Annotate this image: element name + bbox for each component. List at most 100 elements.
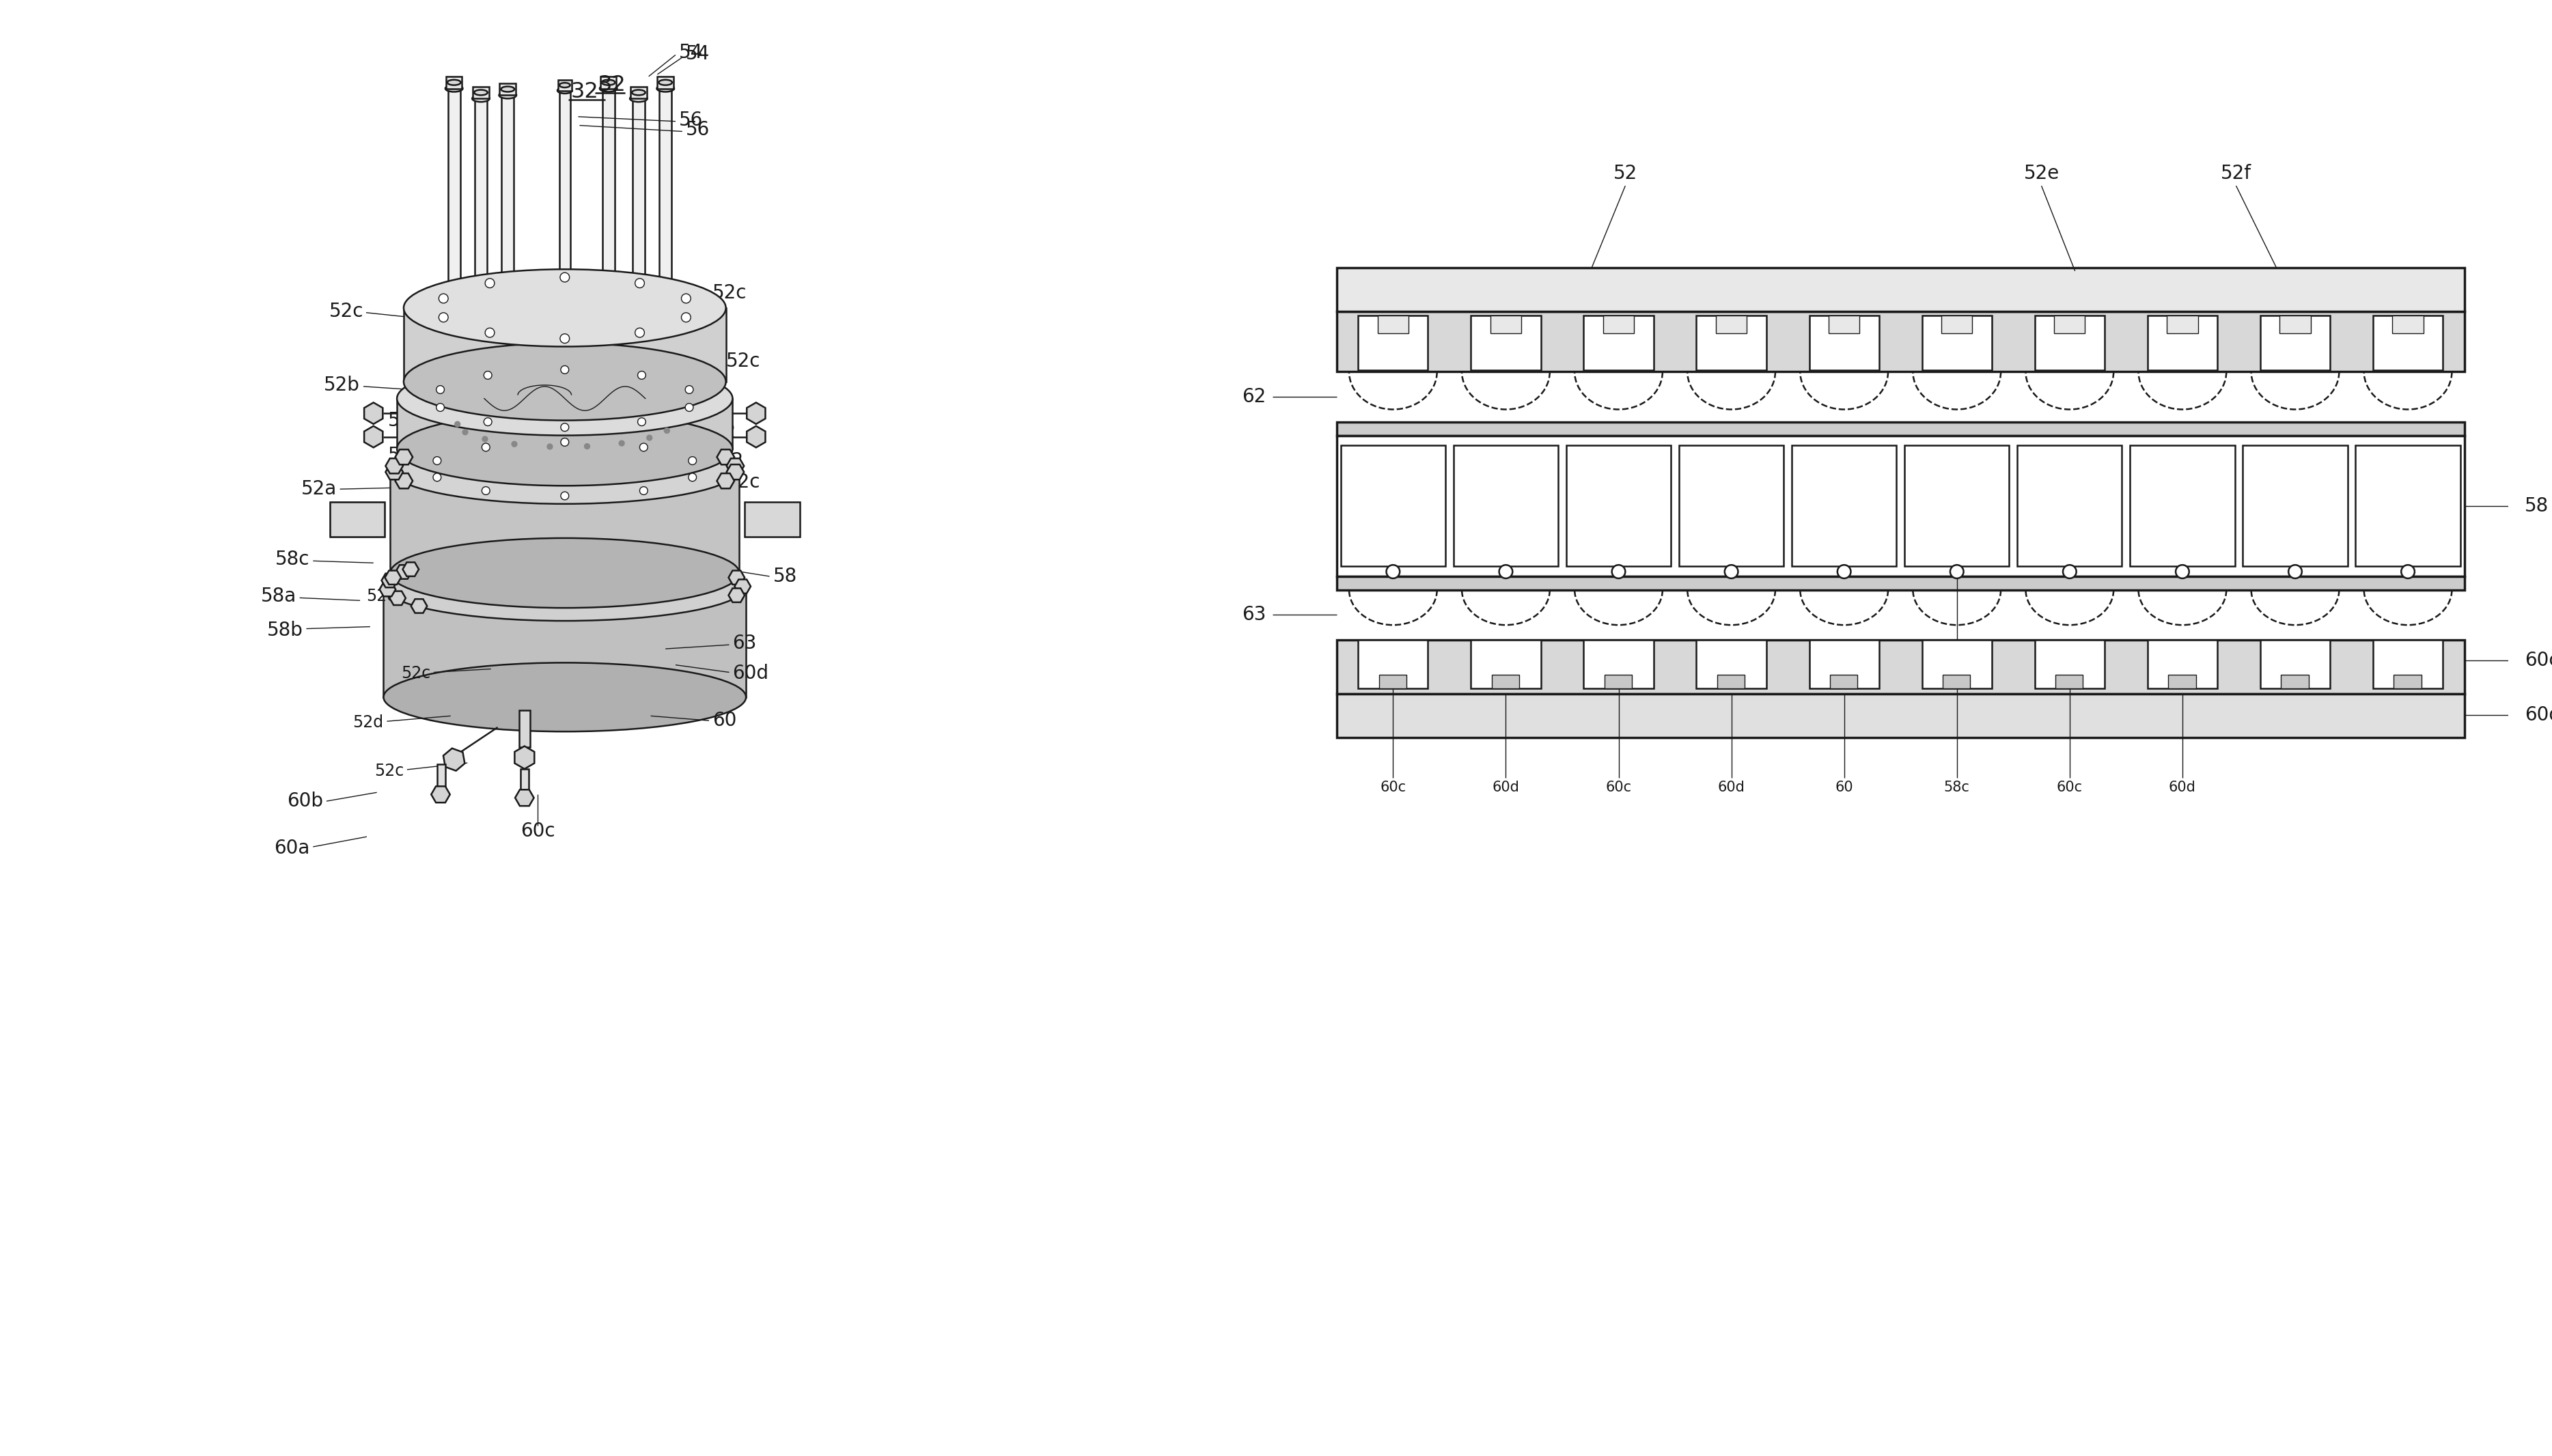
Bar: [745, 502, 799, 537]
Text: 52d: 52d: [388, 411, 424, 430]
Bar: [1378, 676, 1406, 689]
Ellipse shape: [403, 269, 725, 347]
Text: 8: 8: [2065, 498, 2075, 514]
Circle shape: [434, 473, 441, 482]
Circle shape: [620, 441, 625, 446]
Text: 54: 54: [686, 45, 709, 64]
Bar: [1942, 316, 1973, 333]
Text: 3: 3: [1501, 498, 1511, 514]
Text: 58: 58: [2524, 496, 2549, 515]
Polygon shape: [385, 571, 401, 584]
Bar: [1337, 693, 2465, 737]
Bar: [2034, 641, 2105, 689]
Circle shape: [485, 371, 493, 379]
Bar: [2167, 316, 2197, 333]
Circle shape: [561, 492, 569, 499]
Text: 60c: 60c: [2524, 651, 2552, 670]
Ellipse shape: [633, 90, 646, 95]
Text: 52e: 52e: [2024, 165, 2059, 183]
Text: 60c: 60c: [521, 821, 556, 842]
Bar: [1717, 676, 1746, 689]
Text: 52: 52: [712, 422, 738, 441]
Circle shape: [646, 435, 653, 441]
Circle shape: [664, 428, 669, 434]
Ellipse shape: [602, 80, 615, 84]
Ellipse shape: [656, 84, 674, 92]
Text: 32: 32: [572, 82, 600, 102]
Bar: [1490, 316, 1521, 333]
Ellipse shape: [403, 344, 725, 421]
Text: 52d: 52d: [352, 715, 383, 731]
Ellipse shape: [559, 83, 569, 87]
Circle shape: [462, 430, 467, 435]
Ellipse shape: [500, 86, 516, 92]
Circle shape: [641, 486, 648, 495]
Text: 52c: 52c: [725, 352, 760, 371]
Polygon shape: [748, 427, 766, 447]
Circle shape: [689, 457, 697, 464]
Bar: [602, 89, 615, 304]
Polygon shape: [516, 789, 533, 807]
Ellipse shape: [383, 552, 745, 620]
Text: 62: 62: [1243, 387, 1266, 406]
Polygon shape: [411, 598, 426, 613]
Polygon shape: [385, 464, 403, 479]
Polygon shape: [727, 588, 745, 603]
Circle shape: [635, 328, 646, 338]
Bar: [1830, 676, 1858, 689]
Ellipse shape: [390, 434, 740, 504]
Bar: [600, 76, 618, 89]
Circle shape: [2401, 565, 2414, 578]
Polygon shape: [380, 582, 396, 597]
Bar: [1337, 641, 2465, 693]
Text: 60d: 60d: [1493, 780, 1518, 795]
Polygon shape: [727, 464, 745, 479]
Bar: [658, 89, 671, 304]
Text: 60c: 60c: [1605, 780, 1631, 795]
Polygon shape: [516, 745, 533, 769]
Bar: [1715, 316, 1746, 333]
Text: 58: 58: [773, 566, 796, 585]
Circle shape: [1950, 565, 1962, 578]
Circle shape: [681, 313, 692, 322]
Bar: [1605, 676, 1631, 689]
Text: 5: 5: [1725, 498, 1735, 514]
Circle shape: [1498, 565, 1513, 578]
Bar: [2261, 316, 2330, 370]
Ellipse shape: [398, 412, 732, 486]
Ellipse shape: [500, 92, 516, 99]
Text: 58c: 58c: [1945, 780, 1970, 795]
Text: 58a: 58a: [260, 587, 296, 606]
Text: 58c: 58c: [276, 550, 309, 569]
Polygon shape: [717, 450, 735, 464]
Polygon shape: [365, 402, 383, 424]
Bar: [1809, 316, 1878, 370]
Text: 52d: 52d: [365, 588, 398, 604]
Polygon shape: [748, 402, 766, 424]
Bar: [2169, 676, 2195, 689]
Bar: [449, 89, 459, 304]
Bar: [2373, 316, 2442, 370]
Circle shape: [2062, 565, 2077, 578]
Circle shape: [439, 313, 449, 322]
Polygon shape: [385, 459, 403, 473]
Circle shape: [689, 473, 697, 482]
Bar: [1697, 316, 1766, 370]
Bar: [329, 502, 385, 537]
Text: 7: 7: [1952, 498, 1962, 514]
Bar: [2281, 676, 2310, 689]
Text: 63: 63: [1243, 606, 1266, 625]
Text: 4: 4: [1613, 498, 1623, 514]
Text: 52b: 52b: [324, 376, 360, 395]
Bar: [1358, 316, 1429, 370]
Circle shape: [2177, 565, 2190, 578]
Text: 52f: 52f: [2220, 165, 2251, 183]
Bar: [633, 99, 646, 312]
Circle shape: [635, 278, 646, 288]
Circle shape: [439, 294, 449, 303]
Text: 52a: 52a: [301, 479, 337, 498]
Polygon shape: [403, 562, 419, 577]
Bar: [1942, 676, 1970, 689]
Bar: [403, 307, 725, 381]
Bar: [2016, 446, 2121, 566]
